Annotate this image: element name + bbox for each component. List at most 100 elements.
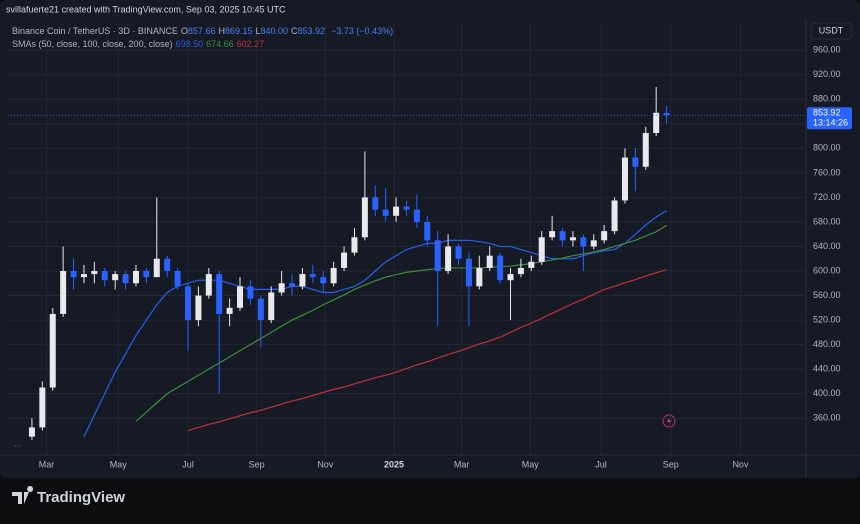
price-tag-countdown: 13:14:26: [813, 118, 848, 128]
y-tick-label: 600.00: [813, 265, 841, 275]
candle-body: [351, 237, 358, 253]
candle-body: [611, 200, 618, 232]
candle-body: [268, 292, 275, 321]
candle-body: [91, 271, 98, 275]
ohlc-value: 869.15: [224, 26, 253, 36]
currency-box: [810, 22, 852, 40]
candle-body: [632, 157, 639, 167]
ohlc-label: H: [218, 26, 225, 36]
candle-body: [361, 197, 368, 238]
sma-line: [83, 210, 667, 437]
y-tick-label: 480.00: [813, 339, 841, 349]
y-tick-label: 960.00: [813, 45, 841, 55]
candle-body: [517, 267, 524, 275]
candle-body: [299, 274, 306, 287]
candle-body: [39, 387, 46, 428]
credit: svillafuerte21 created with TradingView.…: [6, 4, 286, 14]
y-tick-label: 800.00: [813, 143, 841, 153]
ohlc-value: 840.00: [260, 26, 289, 36]
x-tick-label: May: [522, 459, 540, 469]
candle-body: [486, 255, 493, 268]
ohlc-label: L: [255, 26, 261, 36]
x-tick-label: Nov: [732, 459, 749, 469]
sma-legend: SMAs (50, close, 100, close, 200, close)…: [12, 39, 270, 49]
y-tick-label: 520.00: [813, 314, 841, 324]
candle-body: [153, 258, 160, 278]
y-tick-label: 560.00: [813, 290, 841, 300]
candle-body: [507, 274, 514, 281]
candle-body: [70, 271, 77, 278]
candle-body: [621, 157, 628, 201]
candle-body: [49, 313, 56, 388]
candle-body: [184, 286, 191, 321]
candle-body: [642, 133, 649, 167]
candle-body: [372, 197, 379, 210]
candle-body: [434, 240, 441, 272]
candle-body: [216, 274, 223, 314]
more-dots[interactable]: ...: [14, 438, 22, 448]
candle-body: [278, 283, 285, 293]
candle-body: [226, 307, 233, 314]
x-tick-label: May: [110, 459, 128, 469]
logo: TradingView: [37, 489, 125, 506]
change: −3.73 (−0.43%): [331, 26, 394, 36]
sma-line: [187, 269, 667, 432]
candle-body: [101, 271, 108, 281]
candle-body: [195, 295, 202, 321]
candle-body: [320, 277, 327, 284]
x-tick-label: Sep: [663, 459, 679, 469]
candle-body: [497, 255, 504, 281]
candle-body: [132, 271, 139, 284]
candle-body: [549, 231, 556, 238]
y-tick-label: 760.00: [813, 167, 841, 177]
x-tick-label: Jul: [182, 459, 194, 469]
candle-body: [205, 274, 212, 296]
candle-body: [309, 274, 316, 278]
x-tick-label: Nov: [317, 459, 334, 469]
sma-line: [135, 224, 667, 422]
candle-body: [445, 246, 452, 272]
ohlc-legend: Binance Coin / TetherUS · 3D · BINANCE O8…: [12, 26, 396, 36]
candle-body: [580, 237, 587, 247]
grid: [8, 22, 806, 455]
y-tick-label: 920.00: [813, 69, 841, 79]
logo-icon: [12, 486, 34, 504]
candle-body: [663, 112, 670, 116]
candle-body: [528, 261, 535, 268]
candle-body: [28, 427, 35, 437]
candle-body: [257, 298, 264, 321]
candle-body: [330, 267, 337, 284]
sma-values: 698.50 674.66 602.27: [176, 39, 268, 49]
price-tag-value: 853.92: [813, 108, 841, 118]
ohlc-values: O857.66 H869.15 L840.00 C853.92: [181, 26, 328, 36]
x-tick-label: Mar: [39, 459, 55, 469]
ohlc-value: 853.92: [297, 26, 326, 36]
y-tick-label: 640.00: [813, 241, 841, 251]
candle-body: [382, 209, 389, 216]
sma-value: 602.27: [236, 39, 265, 49]
candle-body: [174, 271, 181, 287]
x-tick-label: Mar: [454, 459, 470, 469]
alert-icon[interactable]: [662, 414, 676, 428]
ohlc-label: O: [180, 26, 188, 36]
candle-body: [60, 271, 67, 314]
candle-body: [143, 271, 150, 278]
sma-value: 698.50: [175, 39, 204, 49]
y-tick-label: 440.00: [813, 364, 841, 374]
currency: USDT: [819, 25, 844, 35]
candle-body: [122, 274, 129, 284]
candle-body: [455, 246, 462, 259]
candle-body: [289, 283, 296, 287]
y-tick-label: 680.00: [813, 216, 841, 226]
ohlc-value: 857.66: [187, 26, 216, 36]
x-tick-label: Jul: [595, 459, 607, 469]
candle-body: [164, 258, 171, 272]
candle-body: [465, 258, 472, 287]
sma-value: 674.66: [206, 39, 234, 49]
y-tick-label: 880.00: [813, 94, 841, 104]
candle-body: [237, 286, 244, 308]
candle-body: [393, 206, 400, 216]
indicator-title: SMAs (50, close, 100, close, 200, close): [12, 39, 173, 49]
